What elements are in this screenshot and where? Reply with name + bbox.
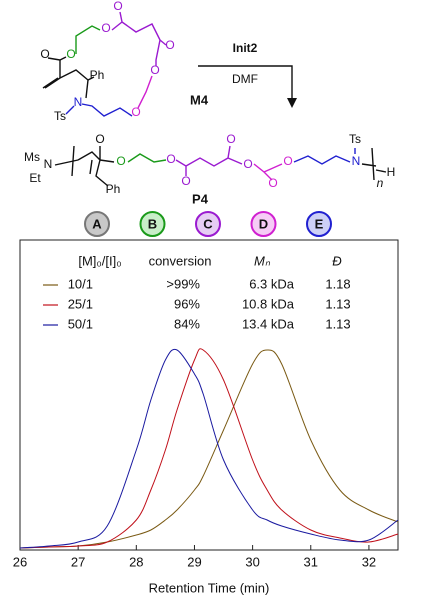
atom: O xyxy=(113,0,122,13)
polymer-label: P4 xyxy=(192,191,209,206)
atom: n xyxy=(377,176,384,190)
segment-key xyxy=(139,211,166,237)
bond xyxy=(42,60,89,99)
legend-label: 50/1 xyxy=(68,316,93,331)
plot-frame xyxy=(19,239,399,551)
atom: O xyxy=(101,21,110,35)
chart: 26 27 28 29 30 31 32 Retention Time (min) [M]₀/[… xyxy=(13,239,399,595)
x-tick-label: 32 xyxy=(362,554,376,569)
atom: O xyxy=(283,154,292,168)
atom: O xyxy=(226,132,235,146)
atom: O xyxy=(131,105,140,119)
atom: O xyxy=(243,157,252,171)
bond xyxy=(293,148,356,165)
x-tick-label: 27 xyxy=(71,554,85,569)
segment-key xyxy=(84,211,110,237)
atom: Ts xyxy=(349,132,361,146)
atom: Ph xyxy=(106,182,121,196)
legend-label: 10/1 xyxy=(68,276,93,291)
legend-conversion: >99% xyxy=(166,276,200,291)
bond xyxy=(361,147,387,181)
segment-letter: E xyxy=(315,216,324,231)
atom: H xyxy=(387,165,396,179)
solvent: DMF xyxy=(232,72,258,86)
bond xyxy=(87,76,95,81)
x-axis-title: Retention Time (min) xyxy=(149,580,270,595)
trace xyxy=(19,348,399,549)
atom: Ph xyxy=(90,68,105,82)
x-tick-label: 31 xyxy=(304,554,318,569)
legend-dispersity: 1.13 xyxy=(325,316,350,331)
segment-letter: D xyxy=(259,216,268,231)
atom: O xyxy=(166,152,175,166)
legend-mn: 6.3 kDa xyxy=(249,276,295,291)
atom: Ts xyxy=(54,109,66,123)
bond xyxy=(54,145,115,187)
legend-header: conversion xyxy=(149,253,212,268)
atom: O xyxy=(66,47,75,61)
segment-letter: B xyxy=(148,216,157,231)
legend-label: 25/1 xyxy=(68,296,93,311)
segment-key xyxy=(306,211,332,237)
monomer-label: M4 xyxy=(190,92,209,107)
atom: N xyxy=(74,95,83,109)
x-tick-label: 29 xyxy=(187,554,201,569)
bond xyxy=(65,103,133,117)
atom: O xyxy=(150,63,159,77)
atom: N xyxy=(352,154,361,168)
bond xyxy=(47,56,67,61)
x-tick-label: 30 xyxy=(245,554,259,569)
arrow xyxy=(198,65,293,102)
x-tick-label: 28 xyxy=(129,554,143,569)
segment-letter: A xyxy=(92,216,102,231)
segment-key xyxy=(250,211,277,237)
reagent: Init2 xyxy=(233,41,258,55)
atom: N xyxy=(44,157,53,171)
legend-mn: 10.8 kDa xyxy=(242,296,295,311)
atom: O xyxy=(116,154,125,168)
legend-mn: 13.4 kDa xyxy=(242,316,295,331)
atom: O xyxy=(40,47,49,61)
legend-conversion: 84% xyxy=(174,316,200,331)
segment-keys: A B C D E xyxy=(84,211,332,237)
atom: O xyxy=(165,38,174,52)
trace xyxy=(19,348,399,549)
legend-header: [M]₀/[I]₀ xyxy=(78,253,121,268)
bond xyxy=(175,145,243,176)
bond xyxy=(137,75,153,109)
atom: O xyxy=(268,176,277,190)
bond xyxy=(75,25,101,54)
atom: O xyxy=(181,174,190,188)
trace xyxy=(19,349,399,549)
legend-conversion: 96% xyxy=(174,296,200,311)
legend-dispersity: 1.13 xyxy=(325,296,350,311)
atom: Ms xyxy=(24,150,40,164)
bond xyxy=(253,163,283,181)
bond xyxy=(127,153,167,163)
segment-key xyxy=(195,211,221,237)
x-tick-label: 26 xyxy=(13,554,27,569)
legend-dispersity: 1.18 xyxy=(325,276,350,291)
atom: Et xyxy=(29,171,41,185)
atom: O xyxy=(95,132,104,146)
legend-header: Mₙ xyxy=(254,253,271,268)
arrowhead xyxy=(287,98,297,108)
segment-letter: C xyxy=(203,216,213,231)
legend-header: Đ xyxy=(332,253,342,268)
bond xyxy=(111,11,167,66)
